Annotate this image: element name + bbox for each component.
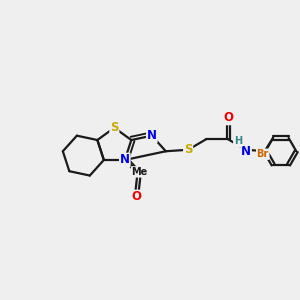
Text: Br: Br bbox=[256, 149, 269, 159]
Text: Me: Me bbox=[132, 167, 148, 177]
Text: N: N bbox=[120, 154, 130, 166]
Text: H: H bbox=[234, 136, 242, 146]
Text: O: O bbox=[131, 190, 142, 203]
Text: S: S bbox=[184, 143, 192, 156]
Text: N: N bbox=[147, 129, 157, 142]
Text: S: S bbox=[110, 121, 118, 134]
Text: O: O bbox=[223, 112, 233, 124]
Text: N: N bbox=[241, 145, 251, 158]
